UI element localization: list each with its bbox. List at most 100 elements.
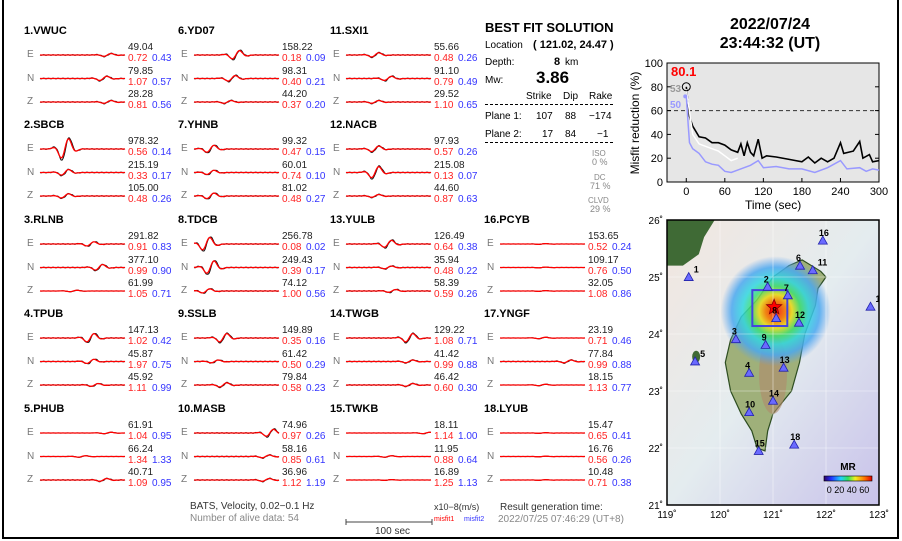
misfit1-value: 0.85	[282, 454, 302, 466]
component-label: Z	[333, 474, 340, 485]
lat-tick-label: 26˚	[649, 215, 663, 227]
station-marker-label: 17	[876, 294, 886, 304]
station-triangle-icon[interactable]	[743, 406, 755, 417]
lon-tick-label: 120˚	[710, 509, 730, 521]
header-rake: Rake	[589, 91, 613, 102]
filter-info: BATS, Velocity, 0.02−0.1 Hz	[190, 501, 315, 512]
station-name: YD07	[187, 25, 215, 37]
station-marker-label: 12	[795, 310, 805, 320]
station-triangle-icon[interactable]	[865, 301, 876, 311]
peak-amplitude: 377.10	[128, 254, 159, 266]
peak-amplitude: 36.96	[282, 467, 308, 478]
peak-amplitude: 158.22	[282, 42, 313, 53]
station-number: 2.	[24, 119, 34, 131]
peak-amplitude: 11.95	[434, 443, 459, 455]
station-triangle-icon[interactable]	[689, 356, 701, 366]
station-title: 1.VWUC	[24, 26, 67, 37]
best-point-marker	[681, 82, 691, 92]
station-triangle-icon[interactable]	[794, 260, 806, 270]
station-number: 15.	[330, 403, 346, 415]
misfit2-value: 0.43	[152, 53, 172, 64]
station-number: 14.	[330, 308, 346, 320]
station-triangle-icon[interactable]	[730, 333, 742, 344]
synthetic-waveform	[346, 145, 431, 153]
component-label: Z	[181, 190, 188, 201]
station-triangle-icon[interactable]	[789, 439, 800, 449]
misfit2-value: 0.02	[306, 242, 326, 253]
misfit1-value: 0.08	[282, 242, 302, 253]
misfit1-value: 1.10	[434, 100, 454, 111]
station-triangle-icon[interactable]	[753, 445, 764, 455]
synthetic-waveform	[346, 455, 431, 458]
station-triangle-icon[interactable]	[762, 281, 773, 291]
misfit1-value: 0.97	[282, 431, 302, 442]
component-label: N	[487, 355, 495, 367]
misfit1-value: 1.12	[282, 478, 302, 489]
component-label: Z	[27, 379, 34, 390]
y-tick-label: 100	[645, 58, 663, 70]
station-triangle-icon[interactable]	[782, 289, 794, 300]
station-triangle-icon[interactable]	[767, 395, 779, 405]
component-label: E	[487, 238, 494, 249]
peak-amplitude: 16.76	[588, 443, 614, 455]
station-triangle-icon[interactable]	[683, 271, 694, 281]
peak-amplitude: 45.87	[128, 348, 154, 360]
station-triangle-icon[interactable]	[807, 264, 818, 275]
synthetic-waveform	[346, 265, 431, 270]
misfit2-value: 0.71	[458, 336, 478, 347]
units-label: x10−8(m/s)	[434, 502, 480, 512]
x-tick-label: 240	[831, 186, 849, 198]
station-name: LYUB	[499, 403, 529, 415]
peak-amplitude: 18.11	[434, 420, 459, 431]
station-title: 17.YNGF	[484, 309, 530, 320]
lat-tick-label: 23˚	[649, 386, 663, 398]
misfit2-value: 0.24	[612, 242, 632, 253]
station-title: 16.PCYB	[484, 215, 530, 226]
lon-tick-label: 122˚	[816, 509, 836, 521]
alive-data-count: Number of alive data: 54	[190, 513, 299, 524]
station-marker-label: 11	[818, 258, 828, 268]
synthetic-waveform	[346, 288, 431, 293]
misfit1-value: 0.91	[128, 242, 148, 253]
peak-amplitude: 79.85	[128, 65, 154, 77]
synthetic-waveform	[500, 266, 585, 269]
synthetic-waveform	[194, 359, 279, 364]
misfit2-value: 1.00	[458, 431, 478, 442]
misfit1-value: 0.50	[282, 359, 302, 371]
station-name: SXI1	[344, 25, 369, 37]
y-tick-label: 20	[651, 153, 663, 165]
misfit2-value: 0.71	[152, 289, 172, 300]
misfit2-value: 0.16	[306, 336, 326, 347]
depth-label: Depth:	[485, 57, 515, 68]
station-title: 6.YD07	[178, 26, 215, 37]
peak-amplitude: 23.19	[588, 325, 614, 336]
component-label: E	[487, 332, 494, 343]
station-triangle-icon[interactable]	[778, 362, 789, 372]
misfit2-value: 0.77	[612, 383, 632, 394]
station-triangle-icon[interactable]	[743, 367, 755, 377]
station-triangle-icon[interactable]	[770, 312, 782, 323]
component-label: N	[27, 72, 35, 84]
station-title: 3.RLNB	[24, 215, 64, 226]
legend-misfit2: misfit2	[464, 516, 485, 523]
legend-misfit1: misfit1	[434, 516, 455, 523]
synthetic-waveform	[194, 74, 279, 82]
component-label: Z	[27, 474, 34, 485]
y-tick-label: 80	[651, 82, 663, 94]
misfit1-value: 0.71	[588, 336, 608, 347]
blue-point-marker	[683, 94, 688, 99]
station-number: 3.	[24, 214, 34, 226]
plane2-label: Plane 2:	[485, 129, 522, 140]
station-triangle-icon[interactable]	[760, 339, 771, 349]
misfit2-value: 0.88	[612, 359, 632, 371]
component-label: Z	[487, 285, 494, 296]
station-title: 10.MASB	[178, 404, 226, 415]
station-name: TWKB	[345, 403, 379, 415]
station-triangle-icon[interactable]	[793, 317, 805, 327]
synthetic-waveform	[194, 332, 279, 343]
station-triangle-icon[interactable]	[817, 235, 829, 245]
synthetic-waveform	[40, 431, 125, 435]
nodal-planes	[509, 165, 539, 195]
synthetic-waveform	[346, 359, 431, 364]
peak-amplitude: 149.89	[282, 325, 313, 336]
